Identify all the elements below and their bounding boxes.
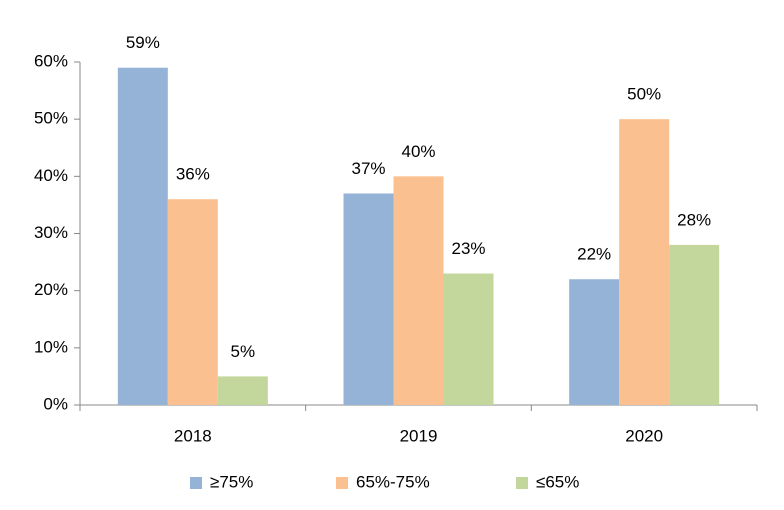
bar: [669, 244, 720, 405]
y-tick-label: 30%: [34, 223, 68, 242]
value-label: 40%: [401, 142, 435, 161]
bar: [217, 376, 268, 405]
value-label: 22%: [577, 245, 611, 264]
value-label: 23%: [451, 239, 485, 258]
legend-swatch: [190, 477, 202, 489]
y-tick-label: 10%: [34, 337, 68, 356]
value-label: 36%: [176, 165, 210, 184]
legend-label: ≤65%: [536, 472, 579, 491]
y-tick-label: 60%: [34, 51, 68, 70]
value-label: 5%: [231, 342, 256, 361]
y-tick-label: 50%: [34, 109, 68, 128]
bar: [619, 119, 670, 406]
value-label: 28%: [677, 210, 711, 229]
y-tick-label: 40%: [34, 166, 68, 185]
y-tick-label: 0%: [43, 394, 68, 413]
value-label: 50%: [627, 85, 661, 104]
bar: [443, 273, 494, 405]
legend-label: 65%-75%: [356, 472, 430, 491]
bar: [393, 176, 444, 405]
value-label: 59%: [126, 33, 160, 52]
bar: [117, 67, 168, 405]
value-label: 37%: [351, 159, 385, 178]
legend-swatch: [336, 477, 348, 489]
x-tick-label: 2020: [625, 426, 663, 445]
legend-label: ≥75%: [210, 472, 253, 491]
bar: [569, 279, 620, 405]
x-tick-label: 2018: [174, 426, 212, 445]
legend-swatch: [516, 477, 528, 489]
bar: [167, 199, 218, 405]
bar: [343, 193, 394, 405]
x-tick-label: 2019: [400, 426, 438, 445]
y-tick-label: 20%: [34, 280, 68, 299]
